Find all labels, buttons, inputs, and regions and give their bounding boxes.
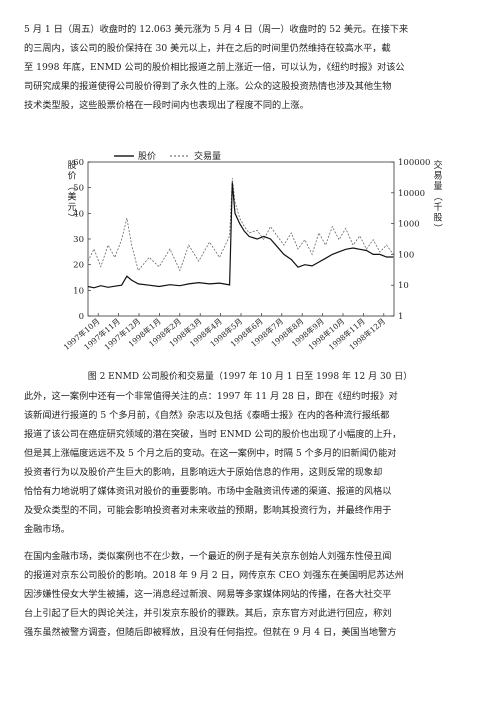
axis-title-char: 元	[67, 203, 76, 213]
text-line: 但是其上涨幅度远远不及 5 个月之后的变动。在这一案例中，时隔 5 个多月的旧新…	[24, 448, 397, 459]
text-line: 5 月 1 日（周五）收盘时的 12.063 美元涨为 5 月 4 日（周一）收…	[24, 24, 409, 35]
axis-title-char: ）	[432, 223, 443, 232]
left-tick-label: 60	[73, 158, 84, 168]
right-axis-title: 交易量（千股）	[432, 159, 443, 233]
left-axis-title: 股价（美元）	[66, 160, 77, 222]
left-tick-label: 50	[73, 184, 84, 194]
right-tick-label: 1000	[398, 220, 420, 230]
price-series-line	[87, 182, 394, 289]
right-tick-label: 10000	[398, 189, 425, 199]
legend-label-price: 股价	[138, 151, 156, 162]
text-line: 及受众类型的不同，可能会影响投资者对未来收益的预期，影响其投资行为，并最终作用于	[24, 505, 392, 516]
axis-title-char: 股	[433, 213, 442, 224]
plot-frame	[87, 161, 395, 317]
left-tick-label: 20	[73, 261, 84, 271]
right-tick-label: 10	[398, 281, 409, 291]
paragraph-intro: 5 月 1 日（周五）收盘时的 12.063 美元涨为 5 月 4 日（周一）收…	[24, 20, 476, 115]
text-line: 此外，这一案例中还有一个非常值得关注的点：1997 年 11 月 28 日，即在…	[24, 391, 398, 402]
text-line: 强东虽然被警方调查，但随后即被释放，且没有任何指控。但就在 9 月 4 日，美国…	[24, 627, 397, 638]
text-line: 技术类型股，这些股票价格在一段时间内也表现出了程度不同的上涨。	[24, 100, 309, 111]
left-tick-label: 40	[73, 209, 84, 219]
text-line: 投资者行为以及股价产生巨大的影响，且影响远大于原始信息的作用，这则反常的现象却	[24, 467, 383, 478]
text-line: 该新闻进行报道的 5 个多月前，《自然》杂志以及包括《泰晤士报》在内的各种流行报…	[24, 410, 390, 421]
paragraph-jd-case: 在国内金融市场，类似案例也不在少数，一个最近的例子是有关京东创始人刘强东性侵丑闻…	[24, 547, 476, 642]
text-line: 司研究成果的报道使得公司股价得到了永久性的上涨。公众的这股投资热情也涉及其他生物	[24, 81, 392, 92]
legend-label-volume: 交易量	[194, 150, 221, 162]
axis-title-char: 易	[433, 171, 442, 182]
axis-title-char: 美	[67, 191, 76, 203]
text-line: 台上引起了巨大的舆论关注，并引发京东股价的骤跌。其后，京东官方对此进行回应，称刘	[24, 608, 392, 619]
paragraph-analysis: 此外，这一案例中还有一个非常值得关注的点：1997 年 11 月 28 日，即在…	[24, 387, 476, 539]
text-line: 金融市场。	[24, 524, 70, 535]
text-line: 因涉嫌性侵女大学生被捕，这一消息经过新浪、网易等多家媒体网站的传播，在各大社交平	[24, 589, 392, 600]
right-tick-label: 1	[398, 312, 403, 322]
left-tick-label: 30	[73, 235, 84, 245]
figure-caption: 图 2 ENMD 公司股价和交易量（1997 年 10 月 1 日至 1998 …	[87, 372, 413, 382]
axis-title-char: （	[66, 181, 77, 190]
text-line: 的三周内，该公司的股价保持在 30 美元以上，并在之后的时间里仍然维持在较高水平…	[24, 43, 391, 54]
axis-title-char: （	[432, 192, 443, 201]
left-tick-label: 10	[73, 286, 84, 296]
text-line: 恰恰有力地说明了媒体资讯对股价的重要影响。市场中金融资讯传递的渠道、报道的风格以	[24, 486, 392, 497]
axis-title-char: ）	[66, 213, 77, 222]
axis-title-char: 股	[67, 160, 76, 171]
text-line: 报道了该公司在癌症研究领域的潜在突破，当时 ENMD 公司的股价也出现了小幅度的…	[24, 429, 402, 440]
text-line: 的报道对京东公司股价的影响。2018 年 9 月 2 日，网传京东 CEO 刘强…	[24, 570, 404, 581]
text-line: 在国内金融市场，类似案例也不在少数，一个最近的例子是有关京东创始人刘强东性侵丑闻	[24, 551, 392, 562]
axis-title-char: 价	[67, 171, 76, 182]
right-tick-label: 100	[398, 250, 414, 260]
left-tick-label: 0	[79, 312, 84, 322]
right-tick-label: 100000	[398, 158, 430, 168]
axis-title-char: 量	[433, 181, 442, 192]
axis-title-char: 千	[433, 202, 442, 213]
text-line: 至 1998 年底，ENMD 公司的股价相比报道之前上涨近一倍，可以认为，《纽约…	[24, 62, 405, 73]
axis-title-char: 交	[433, 159, 442, 171]
stock-chart: 01020304050601101001000100001000001997年1…	[61, 150, 443, 352]
